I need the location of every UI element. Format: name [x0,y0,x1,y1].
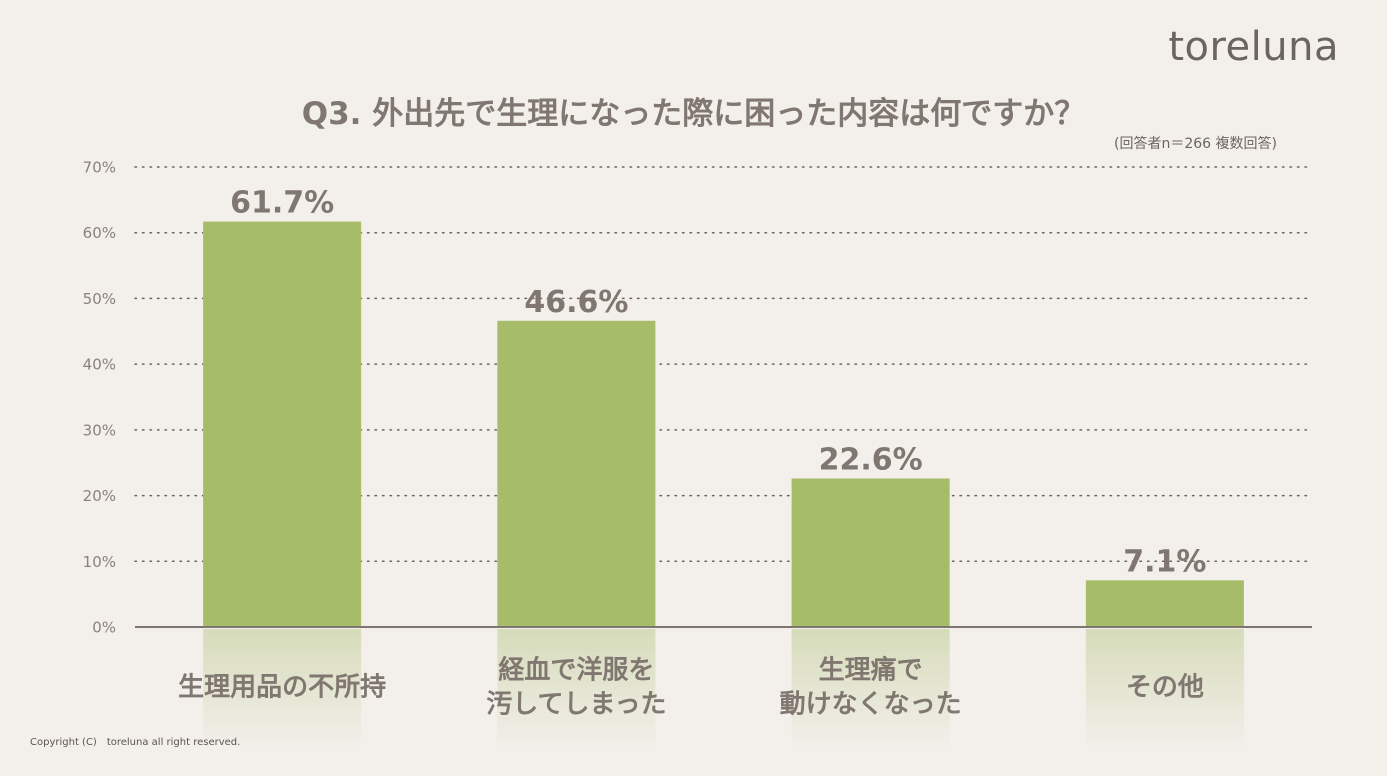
bar-reflection-1 [203,629,362,749]
chart-title: Q3. 外出先で生理になった際に困った内容は何ですか？ [301,96,1086,132]
y-tick-label-60: 60% [83,224,116,242]
value-label-2: 46.6% [524,285,628,320]
bar-3 [791,478,950,627]
y-tick-label-70: 70% [83,159,116,177]
y-tick-label-10: 10% [83,553,116,571]
category-label-2-line-1: 経血で洋服を [498,655,654,686]
value-label-4: 7.1% [1123,544,1206,579]
bar-4 [1085,580,1244,627]
category-label-1: 生理用品の不所持 [178,673,386,703]
y-tick-label-20: 20% [83,487,116,505]
chart-subtitle: (回答者n＝266 複数回答) [1114,136,1277,152]
y-tick-label-30: 30% [83,421,116,439]
bar-reflection-4 [1085,629,1244,749]
y-tick-label-50: 50% [83,290,116,308]
value-label-3: 22.6% [819,442,923,477]
bar-1 [203,221,362,628]
category-label-2-line-2: 汚してしまった [486,690,666,720]
bar-2 [497,320,656,627]
y-tick-label-0: 0% [92,619,116,637]
y-tick-label-40: 40% [83,356,116,374]
bar-reflection-2 [497,629,656,749]
bar-reflection-3 [791,629,950,749]
brand-logo: toreluna [1168,24,1339,70]
value-label-1: 61.7% [230,186,334,221]
copyright-notice: Copyright (C) toreluna all right reserve… [30,737,241,748]
category-label-4: その他 [1126,673,1204,703]
category-label-3-line-1: 生理痛で [819,655,923,686]
category-label-3-line-2: 動けなくなった [780,690,962,720]
